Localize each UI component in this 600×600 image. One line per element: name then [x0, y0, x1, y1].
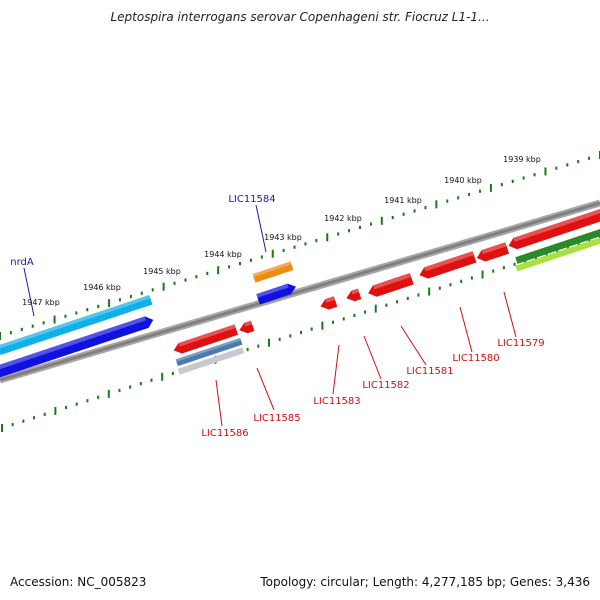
label-leader-lines — [23, 204, 517, 427]
leader-line — [363, 335, 382, 380]
gene-label[interactable]: LIC11585 — [253, 413, 300, 424]
map-title: Leptospira interrogans serovar Copenhage… — [110, 10, 490, 24]
lic11583-gene-highlight — [325, 296, 336, 303]
lic11586-gene-steel — [175, 337, 243, 367]
nrda-gene-blue-highlight — [0, 316, 147, 370]
gene-label[interactable]: LIC11583 — [313, 396, 360, 407]
gene-label[interactable]: LIC11582 — [362, 380, 409, 391]
lic11586-gene-steel-highlight — [175, 337, 241, 362]
backbone-core — [0, 201, 600, 382]
nrda-gene-cyan-highlight — [0, 294, 151, 349]
leader-line — [23, 267, 35, 317]
tick-label: 1942 kbp — [324, 214, 362, 223]
leader-line — [255, 204, 267, 253]
gene-label[interactable]: LIC11586 — [201, 428, 248, 439]
tick-label: 1945 kbp — [143, 267, 181, 276]
lic11584-gene-orange — [252, 261, 294, 283]
gene-label[interactable]: nrdA — [10, 257, 34, 268]
leader-line — [400, 325, 427, 366]
leader-line — [459, 306, 473, 353]
gene-labels: nrdA LIC11584 LIC11579 LIC11580 LIC11581 LIC1… — [10, 194, 544, 439]
lic11582-gene-a — [346, 288, 362, 302]
gene-label[interactable]: LIC11581 — [406, 366, 453, 377]
lic11581-gene — [419, 251, 477, 279]
lic11585-gene — [239, 320, 255, 334]
leader-line — [332, 344, 340, 395]
lic11579-gene-green — [515, 228, 600, 264]
lic11582-gene-a-highlight — [351, 288, 360, 295]
lic11582-gene-b-highlight — [372, 273, 412, 290]
lic11581-gene-highlight — [424, 251, 474, 272]
lic11584-gene-orange-highlight — [252, 261, 292, 278]
tick-label: 1944 kbp — [204, 250, 242, 259]
leader-line — [503, 291, 517, 338]
lic11580-gene-highlight — [481, 242, 507, 255]
lic11584-gene-blue-highlight — [256, 283, 289, 298]
genome-summary-text: Topology: circular; Length: 4,277,185 bp… — [260, 575, 590, 589]
lic11579-gene-highlight — [513, 209, 600, 242]
lic11583-gene — [320, 296, 338, 310]
leader-line — [256, 367, 275, 411]
inner-tick-ruler — [1, 235, 600, 432]
gene-label[interactable]: LIC11579 — [497, 338, 544, 349]
lic11586-gene-highlight — [178, 324, 236, 347]
tick-label: 1941 kbp — [384, 196, 422, 205]
tick-label: 1939 kbp — [503, 155, 541, 164]
gene-features — [0, 209, 600, 378]
tick-label: 1946 kbp — [83, 283, 121, 292]
gene-label[interactable]: LIC11584 — [228, 194, 275, 205]
lic11586-gene-gray — [177, 347, 245, 375]
accession-text: Accession: NC_005823 — [10, 575, 147, 589]
tick-label: 1940 kbp — [444, 176, 482, 185]
backbone — [0, 199, 600, 384]
gene-label[interactable]: LIC11580 — [452, 353, 499, 364]
tick-label: 1943 kbp — [264, 233, 302, 242]
tick-label: 1947 kbp — [22, 298, 60, 307]
lic11579-gene — [508, 209, 600, 250]
nrda-gene-cyan — [0, 294, 153, 356]
lic11586-gene — [173, 324, 239, 354]
outer-tick-ruler — [0, 151, 600, 340]
leader-line — [215, 379, 223, 427]
nrda-gene-blue — [0, 316, 154, 378]
lic11579-gene-lightgreen — [515, 237, 600, 272]
tick-labels: 1939 kbp 1940 kbp 1941 kbp 1942 kbp 1943 kbp… — [22, 155, 541, 307]
lic11580-gene — [476, 242, 510, 262]
lic11582-gene-b — [368, 273, 414, 297]
lic11584-gene-blue — [256, 283, 296, 305]
lic11585-gene-highlight — [244, 320, 253, 327]
